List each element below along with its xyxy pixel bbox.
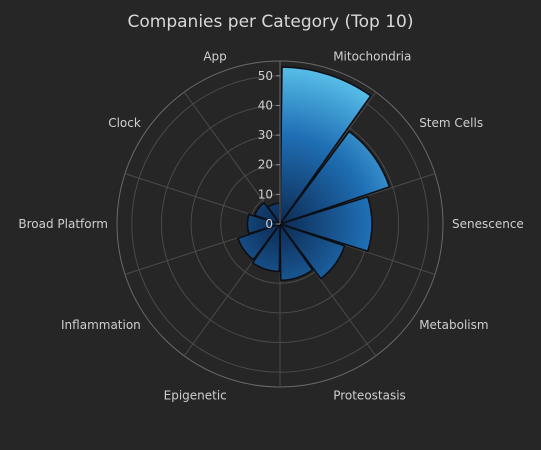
bar-epigenetic <box>251 223 281 273</box>
category-label-app: App <box>203 49 226 63</box>
bar-clock <box>253 201 281 225</box>
category-label-mitochondria: Mitochondria <box>333 49 411 63</box>
category-label-clock: Clock <box>108 116 141 130</box>
tick-layer: 0 10 20 30 40 50 <box>258 61 281 231</box>
radial-tick-label-50: 50 <box>258 69 273 83</box>
bar-metabolism <box>279 223 346 280</box>
category-label-proteostasis: Proteostasis <box>333 389 406 403</box>
bar-stem-cells <box>279 130 391 225</box>
bar-broad-platform <box>246 213 281 235</box>
bar-layer <box>237 66 391 282</box>
category-label-metabolism: Metabolism <box>419 318 488 332</box>
category-label-epigenetic: Epigenetic <box>164 389 227 403</box>
bar-mitochondria <box>279 66 372 225</box>
label-layer: Mitochondria Stem Cells Senescence Metaboli… <box>18 49 523 402</box>
radial-tick-label-40: 40 <box>258 98 273 112</box>
radial-tick-label-0: 0 <box>265 217 273 231</box>
category-label-stem-cells: Stem Cells <box>419 116 483 130</box>
bar-senescence <box>279 195 373 253</box>
radial-tick-label-30: 30 <box>258 128 273 142</box>
chart-title: Companies per Category (Top 10) <box>127 12 414 32</box>
radial-tick-label-20: 20 <box>258 158 273 172</box>
category-label-broad-platform: Broad Platform <box>18 217 108 231</box>
bar-proteostasis <box>279 223 314 282</box>
radial-tick-label-10: 10 <box>258 187 273 201</box>
category-label-senescence: Senescence <box>452 217 524 231</box>
bar-inflammation <box>237 223 281 261</box>
category-label-inflammation: Inflammation <box>61 318 141 332</box>
